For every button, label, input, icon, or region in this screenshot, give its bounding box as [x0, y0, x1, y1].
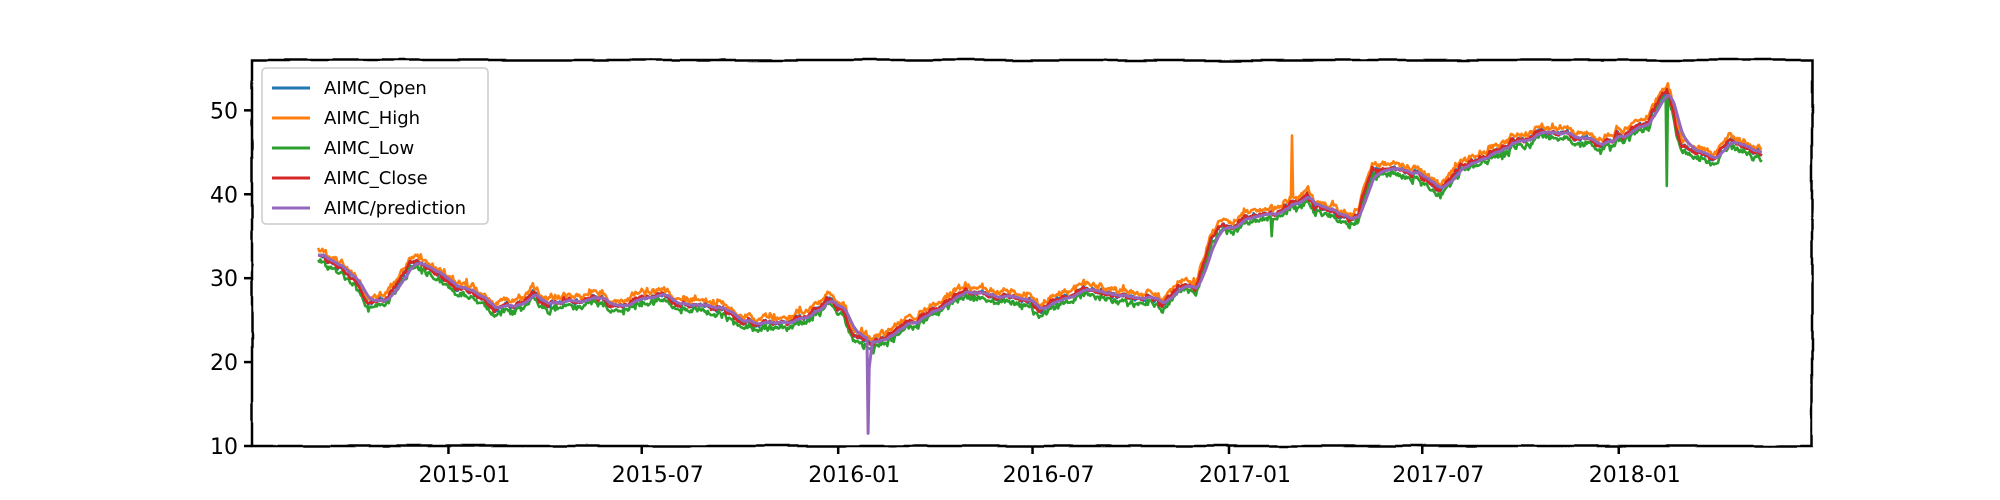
series-line-aimc-high — [316, 82, 1763, 343]
x-axis: 2015-01 2015-07 2016-01 2016-07 2017-01 2017-… — [419, 446, 1681, 488]
x-tick-label: 2016-07 — [1003, 463, 1095, 488]
x-tick-label: 2015-01 — [419, 463, 511, 488]
y-tick-label: 20 — [210, 351, 238, 376]
legend-label: AIMC_Low — [324, 138, 414, 159]
legend-label: AIMC/prediction — [324, 198, 466, 219]
series-line-aimc-prediction — [317, 94, 1763, 435]
x-tick-label: 2018-01 — [1589, 463, 1681, 488]
y-tick-label: 50 — [210, 99, 238, 124]
legend: AIMC_Open AIMC_High AIMC_Low AIMC_Close AIMC… — [261, 67, 489, 225]
legend-label: AIMC_Open — [324, 78, 427, 99]
x-tick-label: 2017-01 — [1199, 463, 1291, 488]
x-tick-label: 2016-01 — [808, 463, 900, 488]
legend-label: AIMC_High — [324, 108, 420, 129]
legend-label: AIMC_Close — [324, 168, 428, 189]
x-tick-label: 2015-07 — [612, 463, 704, 488]
y-axis: 10 20 30 40 50 — [210, 99, 252, 460]
x-tick-label: 2017-07 — [1392, 463, 1484, 488]
y-tick-label: 10 — [210, 435, 238, 460]
y-tick-label: 40 — [210, 183, 238, 208]
series-line-aimc-low — [317, 95, 1763, 355]
series-layer — [316, 82, 1763, 435]
legend-box — [261, 67, 489, 225]
y-tick-label: 30 — [210, 267, 238, 292]
